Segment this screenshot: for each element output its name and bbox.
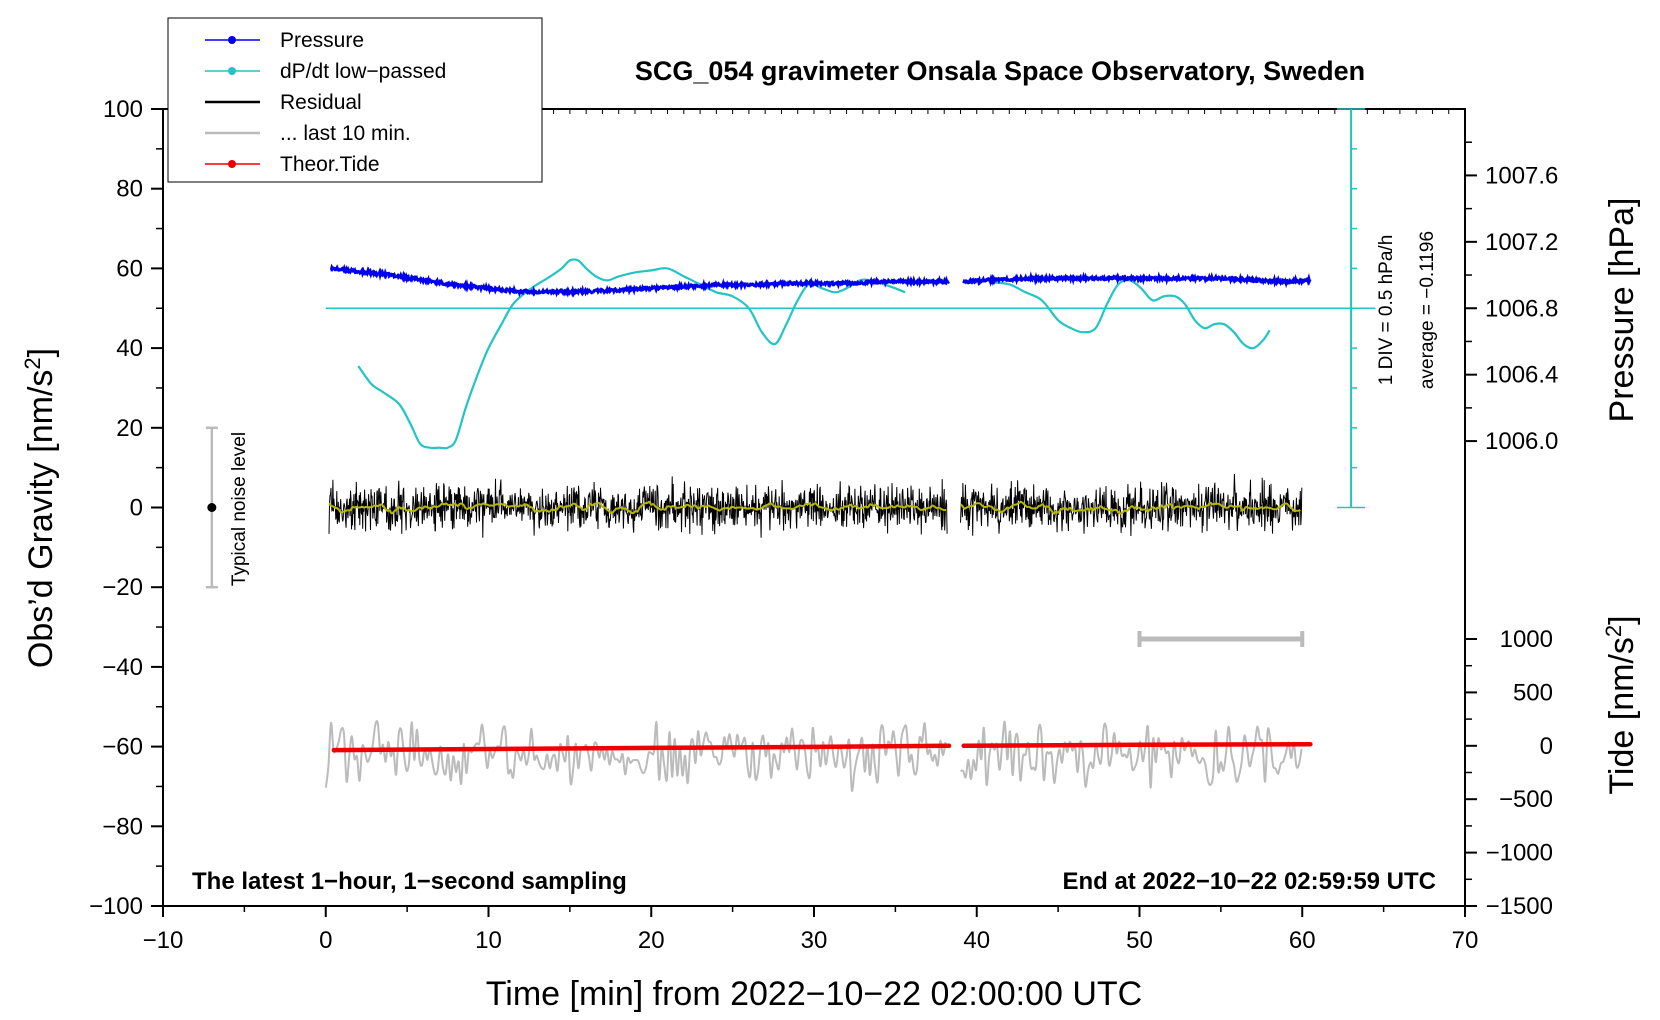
pressure-axis-ticks: 1007.6 1007.2 1006.8 1006.4 1006.0 (1465, 141, 1558, 455)
residual-series (328, 473, 1303, 538)
y-tick-label: 60 (116, 255, 143, 282)
pressure-line (962, 271, 1312, 289)
last-10-min-line (324, 720, 947, 792)
tide-axis-title-exp: 2 (1601, 625, 1626, 637)
x-tick-label: 60 (1289, 927, 1316, 954)
tide-tick-label: 0 (1540, 733, 1553, 760)
tide-line (331, 743, 952, 753)
legend-box (167, 17, 543, 183)
tide-line (961, 741, 1313, 749)
tide-axis-title-main: Tide [nm/s (1603, 637, 1641, 794)
legend-swatch-dot (228, 67, 236, 75)
y-tick-label: −40 (102, 654, 143, 681)
dpdt-scale-label: 1 DIV = 0.5 hPa/h (1376, 235, 1397, 386)
y-tick-label: 20 (116, 415, 143, 442)
legend-label: Theor.Tide (280, 153, 380, 176)
x-axis-ticks: −10 0 10 20 30 40 50 60 70 (143, 109, 1479, 954)
y-tick-label: −60 (102, 734, 143, 761)
pressure-line (329, 263, 950, 298)
tide-axis-ticks: 1000 500 0 −500 −1000 −1500 (1465, 626, 1553, 920)
x-axis-title: Time [min] from 2022−10−22 02:00:00 UTC (486, 975, 1142, 1013)
tide-tick-label: 1000 (1500, 626, 1553, 653)
legend-swatch-dot (228, 36, 236, 44)
residual-smoothed-line (328, 500, 947, 515)
tide-tick-label: −500 (1499, 786, 1553, 813)
legend-label: Pressure (280, 29, 364, 52)
footer-right: End at 2022−10−22 02:59:59 UTC (1062, 868, 1436, 895)
tide-axis-title: Tide [nm/s2] (1601, 615, 1641, 794)
tide-tick-label: 500 (1513, 679, 1553, 706)
y-tick-label: 80 (116, 176, 143, 203)
x-tick-label: 50 (1126, 927, 1153, 954)
tide-tick-label: −1000 (1486, 840, 1553, 867)
last-10-min-series (324, 720, 1303, 792)
y-tick-label: 100 (103, 96, 143, 123)
tide-axis-title-close: ] (1603, 615, 1641, 624)
y-tick-label: 0 (130, 495, 143, 522)
y-axis-left-title-close: ] (22, 348, 60, 357)
x-tick-label: 40 (963, 927, 990, 954)
pressure-tick-label: 1007.2 (1485, 229, 1558, 256)
y-tick-label: −80 (102, 813, 143, 840)
pressure-tick-label: 1006.8 (1485, 295, 1558, 322)
legend-label: Residual (280, 91, 362, 114)
y-tick-label: 40 (116, 335, 143, 362)
y-tick-label: −100 (89, 893, 143, 920)
x-tick-label: 20 (638, 927, 665, 954)
dpdt-line (992, 279, 1271, 350)
residual-line (328, 476, 948, 538)
noise-level-label: Typical noise level (229, 432, 250, 586)
theor-tide-series (331, 741, 1313, 753)
tide-tick-label: −1500 (1486, 893, 1553, 920)
pressure-axis-title: Pressure [hPa] (1603, 198, 1641, 423)
x-tick-label: 0 (319, 927, 332, 954)
annotation-marks (205, 426, 1305, 648)
y-tick-label: −20 (102, 574, 143, 601)
legend: Pressure dP/dt low−passed Residual ... last… (167, 17, 543, 183)
y-axis-left-title: Obs’d Gravity [nm/s2] (20, 348, 60, 668)
last-10-min-line (960, 720, 1303, 789)
pressure-tick-label: 1006.0 (1485, 428, 1558, 455)
legend-entries: Pressure dP/dt low−passed Residual ... last… (205, 29, 446, 176)
y-axis-left-title-exp: 2 (20, 357, 45, 369)
footer-left: The latest 1−hour, 1−second sampling (192, 868, 627, 895)
noise-center-dot (207, 503, 217, 512)
pressure-series (329, 263, 1312, 298)
residual-smoothed-line (959, 500, 1301, 515)
pressure-tick-label: 1006.4 (1485, 362, 1558, 389)
chart-title: SCG_054 gravimeter Onsala Space Observat… (635, 56, 1365, 86)
pressure-tick-label: 1007.6 (1485, 162, 1558, 189)
dpdt-average-label: average = −0.1196 (1417, 231, 1438, 389)
y-axis-left-ticks: 100 80 60 40 20 0 −20 −40 −60 −80 −100 (89, 96, 163, 920)
legend-swatch-dot (228, 160, 236, 168)
y-axis-left-title-main: Obs’d Gravity [nm/s (22, 370, 60, 669)
x-tick-label: 70 (1452, 927, 1479, 954)
residual-line (960, 473, 1303, 537)
legend-label: dP/dt low−passed (280, 60, 446, 83)
x-tick-label: −10 (143, 927, 184, 954)
x-tick-label: 30 (801, 927, 828, 954)
legend-label: ... last 10 min. (280, 122, 411, 145)
x-tick-label: 10 (475, 927, 502, 954)
